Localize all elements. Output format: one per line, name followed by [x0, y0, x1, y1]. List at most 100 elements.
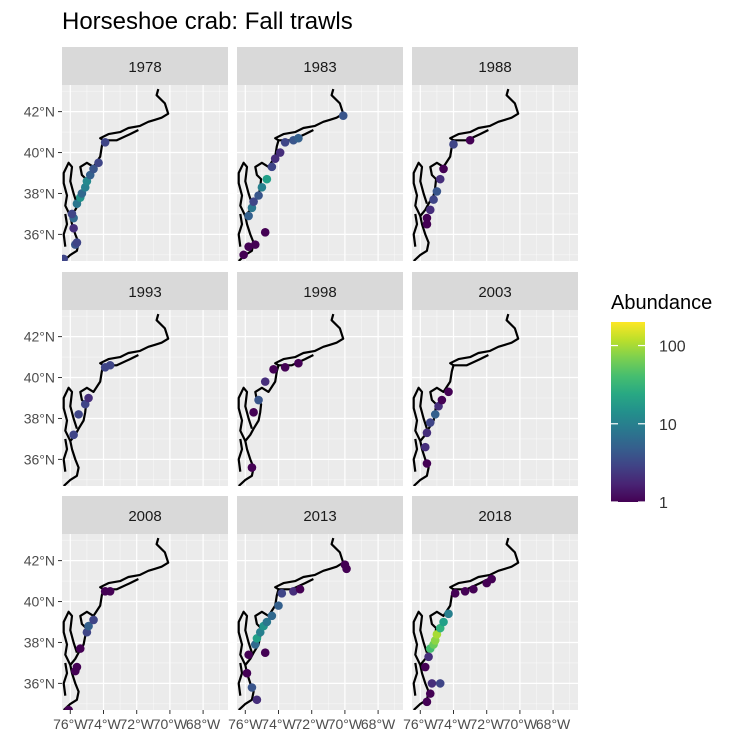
coastline-path: [453, 354, 489, 367]
y-tick-label: 38°N: [24, 410, 55, 426]
data-point: [254, 191, 263, 200]
data-point: [262, 174, 272, 184]
data-point: [420, 442, 430, 452]
data-point: [422, 459, 432, 468]
data-point: [450, 589, 460, 598]
panel-contents: [62, 534, 228, 710]
data-point: [267, 162, 277, 172]
data-point: [427, 679, 437, 688]
data-point: [449, 140, 458, 149]
data-point: [425, 205, 435, 215]
data-point: [252, 695, 262, 705]
x-tick-label: 70°W: [153, 716, 188, 732]
facet-strip: [237, 272, 403, 310]
x-tick-label: 76°W: [403, 716, 438, 732]
legend-colorbar: [611, 322, 645, 502]
y-tick-label: 36°N: [24, 226, 55, 242]
coastline-path: [103, 129, 139, 142]
x-tick-label: 70°W: [328, 716, 363, 732]
data-point: [84, 621, 93, 631]
data-point: [338, 111, 348, 120]
data-point: [74, 410, 83, 419]
y-tick-label: 40°N: [24, 594, 55, 610]
y-tick-label: 36°N: [24, 451, 55, 467]
x-tick-label: 76°W: [53, 716, 88, 732]
coastline-path: [237, 386, 253, 442]
data-point: [295, 584, 305, 594]
coastline-path: [237, 161, 253, 217]
coastline-path: [412, 537, 520, 710]
data-point: [249, 197, 258, 206]
coastline-path: [62, 386, 78, 442]
panel-contents: [237, 85, 403, 261]
data-point: [460, 587, 470, 596]
data-point: [249, 408, 258, 417]
data-point: [69, 430, 78, 440]
data-point: [260, 648, 270, 657]
coastline-path: [237, 213, 244, 247]
facet-strip-label: 1988: [478, 59, 511, 76]
legend-title: Abundance: [611, 292, 712, 314]
facet-strip: [62, 272, 228, 310]
data-point: [420, 662, 430, 672]
facet-strip: [237, 496, 403, 534]
legend-break-label: 1: [659, 495, 668, 512]
coastline-path: [237, 610, 253, 666]
data-point: [274, 601, 283, 610]
x-tick-label: 74°W: [436, 716, 471, 732]
y-tick-label: 40°N: [24, 145, 55, 161]
facet-strip-label: 1978: [128, 59, 161, 76]
data-point: [67, 209, 77, 219]
data-point: [439, 164, 448, 174]
panel-contents: [412, 534, 578, 710]
data-point: [429, 195, 438, 204]
data-point: [257, 183, 267, 192]
panel-contents: [412, 310, 578, 486]
data-point: [294, 358, 303, 368]
coastline-path: [412, 386, 428, 442]
data-point: [72, 662, 82, 672]
data-point: [254, 395, 263, 405]
y-tick-label: 42°N: [24, 104, 55, 120]
data-point: [342, 564, 351, 574]
facet-strip-label: 1993: [128, 284, 161, 301]
data-point: [465, 135, 475, 145]
facet-panel-1978: 1978 36°N 38°N 40°N 42°N: [24, 47, 228, 261]
y-tick-label: 42°N: [24, 329, 55, 345]
coastline-path: [237, 438, 244, 472]
facet-panel-2018: 2018 76°W74°W72°W70°W68°W: [403, 496, 578, 732]
data-point: [94, 158, 103, 168]
data-point: [89, 615, 98, 625]
data-point: [75, 644, 85, 653]
x-tick-label: 72°W: [295, 716, 330, 732]
data-point: [260, 228, 270, 237]
facet-panel-2013: 2013 76°W74°W72°W70°W68°W: [228, 496, 403, 732]
facet-strip: [412, 272, 578, 310]
data-point: [430, 410, 440, 419]
coastline-path: [412, 662, 419, 696]
data-point: [289, 587, 298, 596]
coastline-path: [412, 610, 428, 666]
facet-strip-label: 1983: [303, 59, 336, 76]
data-point: [425, 418, 435, 427]
data-point: [435, 679, 445, 688]
facet-strip-label: 2003: [478, 284, 511, 301]
data-point: [487, 574, 496, 584]
facet-panel-1983: 1983: [237, 47, 403, 261]
data-point: [244, 650, 253, 660]
data-point: [69, 223, 78, 233]
data-point: [250, 240, 260, 249]
data-point: [62, 254, 68, 261]
coastline-path: [62, 313, 170, 486]
data-point: [277, 589, 287, 598]
facet-strip: [237, 47, 403, 85]
y-tick-label: 42°N: [24, 553, 55, 569]
facet-panel-1988: 1988: [412, 47, 578, 261]
coastline-path: [237, 313, 345, 486]
coastline-path: [412, 438, 419, 472]
chart-title: Horseshoe crab: Fall trawls: [62, 8, 353, 35]
data-point: [244, 211, 253, 221]
data-point: [280, 363, 290, 372]
